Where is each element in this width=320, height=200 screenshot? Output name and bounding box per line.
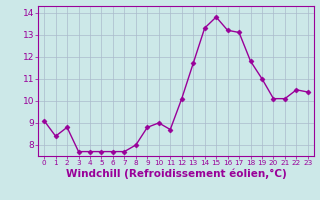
X-axis label: Windchill (Refroidissement éolien,°C): Windchill (Refroidissement éolien,°C) xyxy=(66,169,286,179)
